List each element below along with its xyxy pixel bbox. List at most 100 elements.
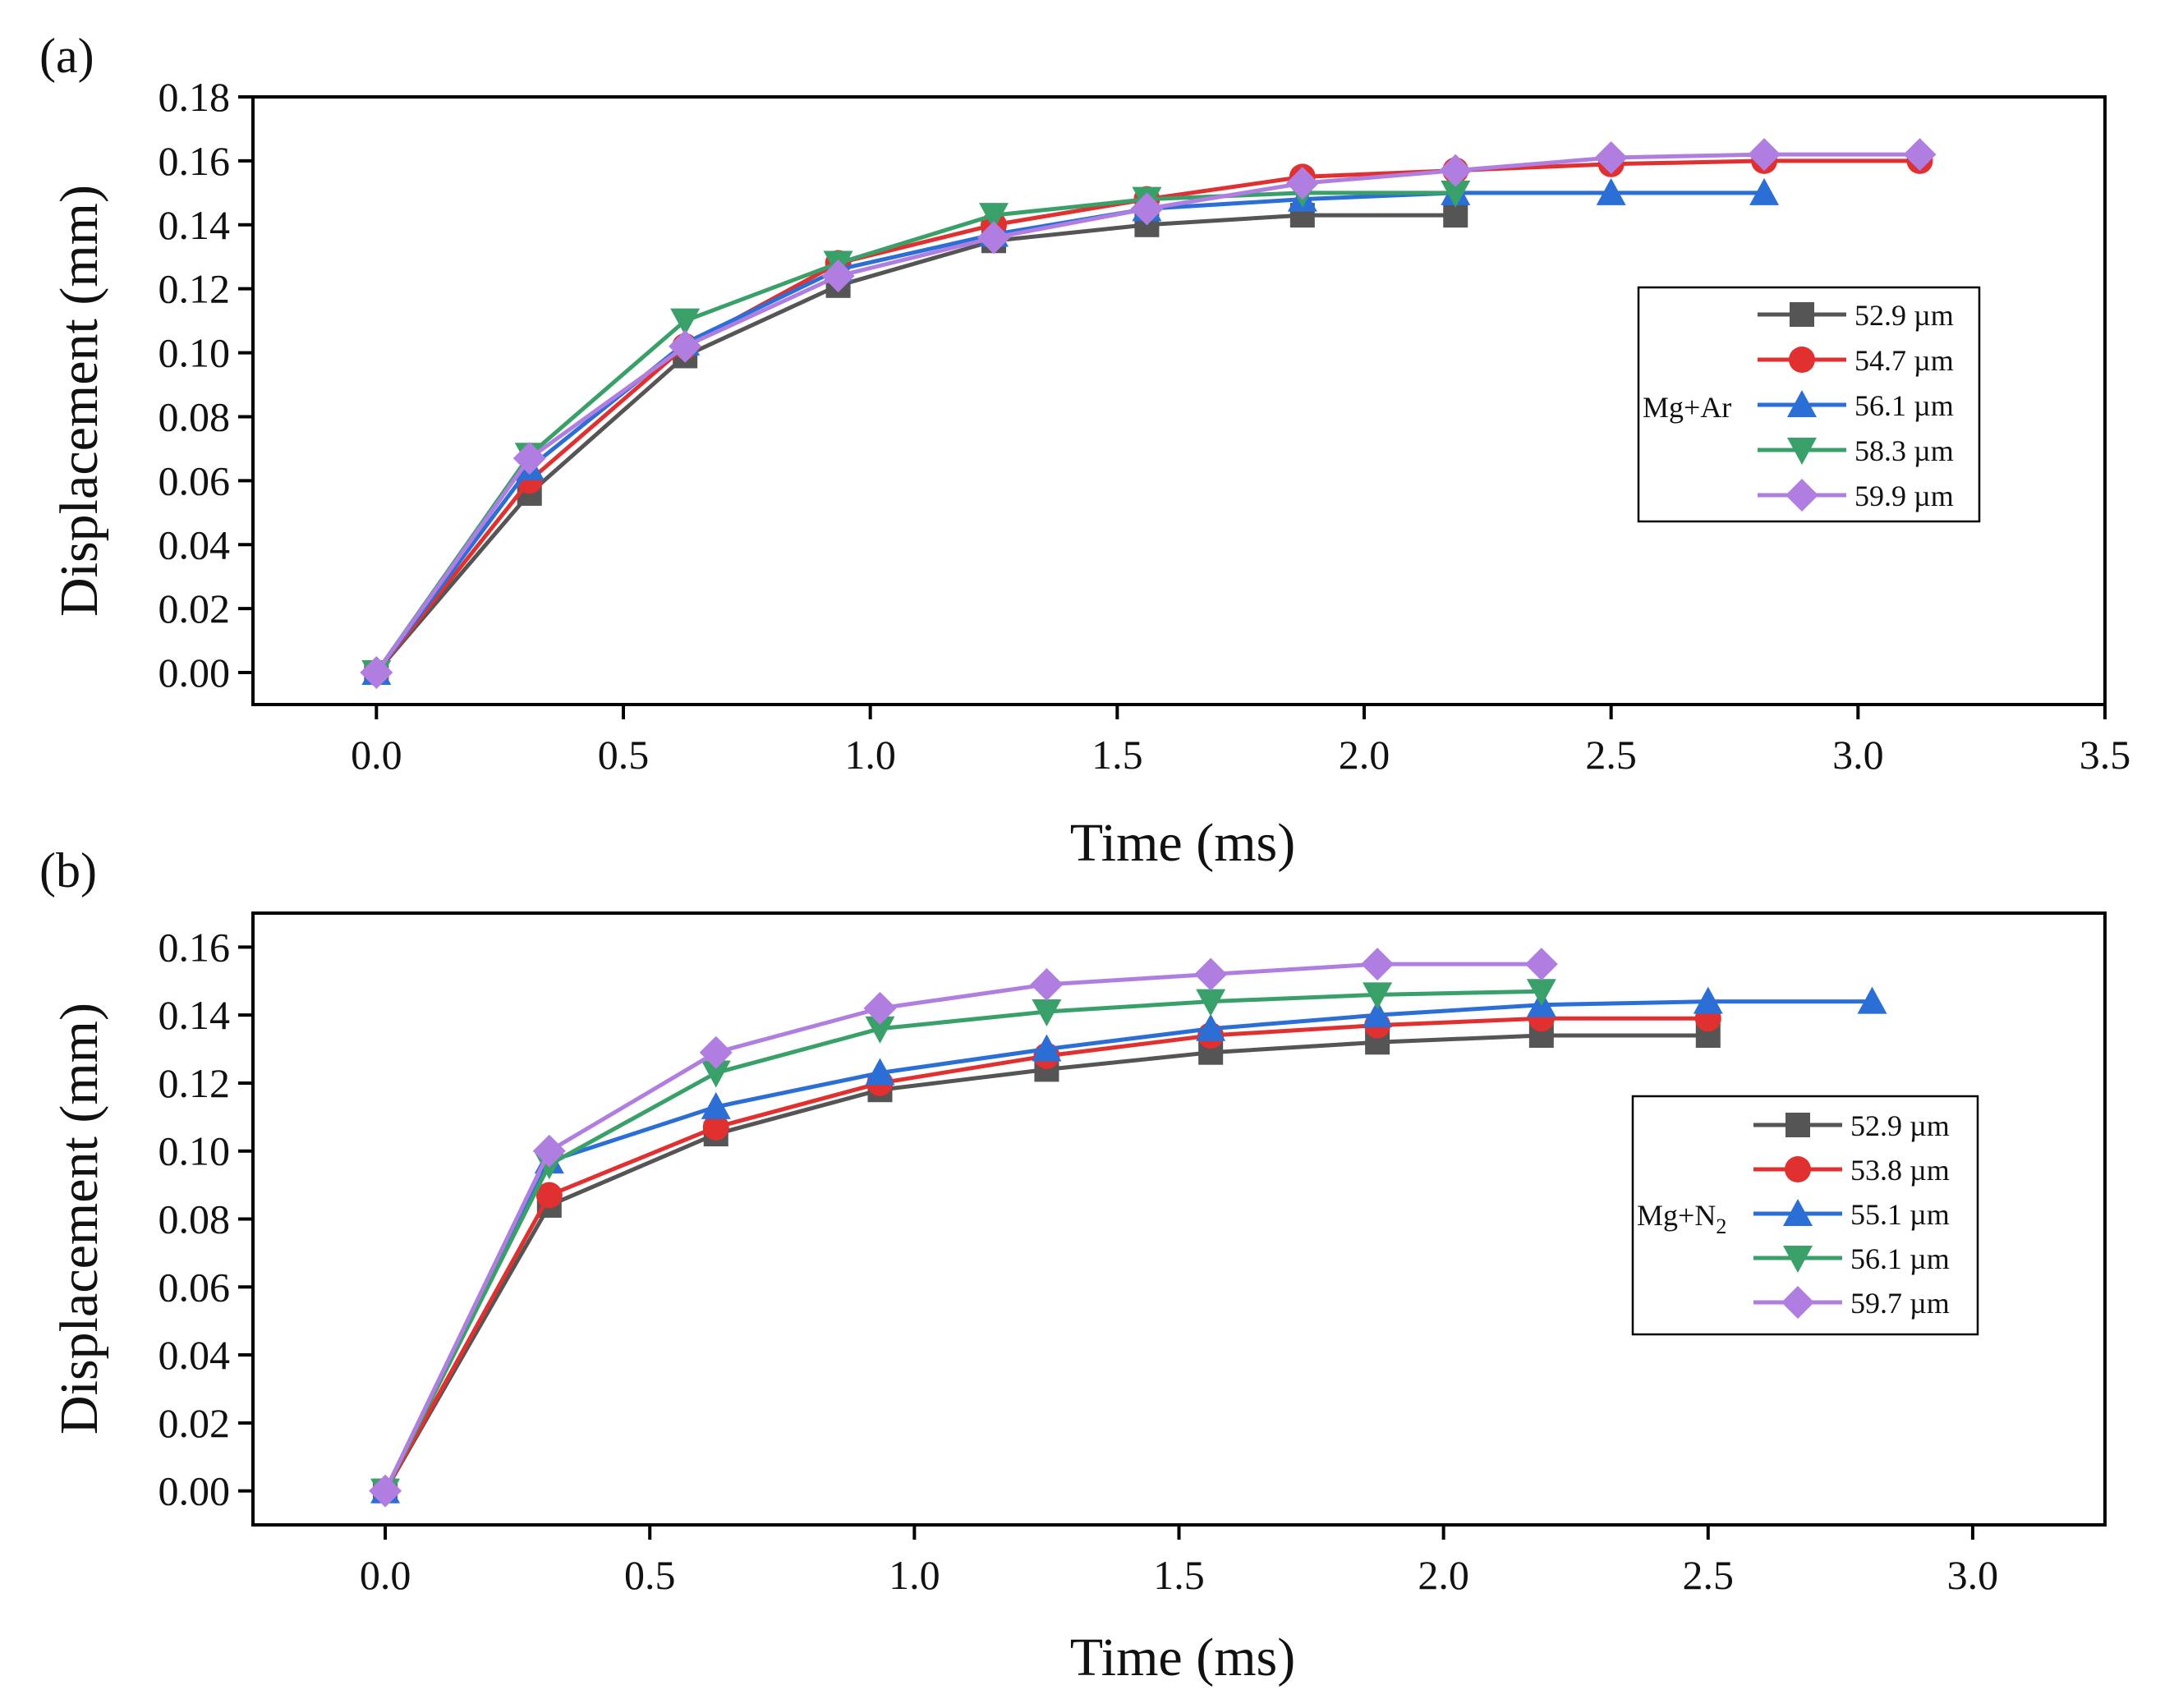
panel-a-data-point — [670, 308, 701, 336]
panel-a-x-tick-label: 2.5 — [1585, 732, 1637, 778]
panel-b-y-tick-label: 0.00 — [159, 1468, 231, 1514]
panel-b-y-tick-label: 0.02 — [159, 1400, 231, 1446]
panel-a-x-axis: 0.0 0.5 1.0 1.5 2.0 2.5 3.0 3.5 — [351, 705, 2130, 778]
panel-b-data-point — [701, 1091, 731, 1119]
panel-a-series-2 — [361, 177, 1780, 686]
panel-a-series-line — [375, 213, 1456, 674]
panel-b-legend-entry: 55.1 µm — [1753, 1198, 1950, 1231]
panel-a-data-point — [1594, 141, 1628, 174]
panel-b-legend-entry: 52.9 µm — [1753, 1109, 1950, 1142]
panel-b-label: (b) — [39, 843, 97, 898]
panel-a-series-4 — [360, 138, 1937, 690]
panel-b-legend-entry: 56.1 µm — [1753, 1242, 1950, 1275]
panel-b-data-point — [1857, 986, 1887, 1014]
panel-b-x-tick-label: 2.0 — [1418, 1552, 1469, 1598]
panel-b-legend-marker — [1785, 1156, 1811, 1182]
panel-a-legend-entries: 52.9 µm 54.7 µm 56.1 µm 58.3 µm 59.9 µm — [1758, 299, 1954, 512]
panel-b-y-tick-label: 0.06 — [159, 1264, 231, 1310]
panel-a-x-axis-title: Time (ms) — [1070, 813, 1295, 873]
panel-b-legend-label: 53.8 µm — [1850, 1154, 1950, 1187]
panel-a-data-point — [1285, 167, 1319, 200]
panel-a-data-point — [1130, 192, 1164, 226]
panel-a-y-tick-label: 0.04 — [159, 521, 231, 567]
panel-b-y-axis: 0.00 0.02 0.04 0.06 0.08 0.10 0.12 0.14 0.16 — [159, 924, 253, 1514]
panel-a-data-point — [1441, 180, 1471, 208]
panel-b-data-point — [1196, 1013, 1226, 1041]
panel-a-data-point — [979, 203, 1009, 231]
panel-b-data-point — [1524, 948, 1558, 981]
panel-b-data-point — [701, 1060, 731, 1088]
panel-a-legend-label: 58.3 µm — [1854, 434, 1954, 467]
panel-b-series-line — [383, 1033, 1708, 1492]
panel-a-data-point — [360, 656, 393, 690]
panel-a-data-point — [821, 259, 855, 293]
panel-b-data-point — [532, 1134, 566, 1168]
panel-a-legend-marker — [1790, 302, 1814, 327]
panel-a-chart: (a) 0.00 0.02 0.04 0.06 0.08 0.10 0.12 0.14 0.16… — [39, 29, 2130, 873]
panel-b-data-point — [1032, 999, 1062, 1027]
panel-b-legend-marker — [1781, 1286, 1814, 1319]
panel-a-y-tick-label: 0.00 — [159, 650, 231, 696]
panel-a-y-tick-label: 0.10 — [159, 330, 231, 376]
panel-b-data-point — [1196, 989, 1226, 1017]
panel-b-legend-prefix: Mg+N2 — [1637, 1199, 1726, 1238]
panel-a-x-tick-label: 2.0 — [1339, 732, 1390, 778]
panel-b-x-tick-label: 1.5 — [1153, 1552, 1205, 1598]
panel-b-data-point — [1030, 967, 1064, 1001]
panel-b-legend-marker — [1783, 1246, 1813, 1273]
panel-b-legend-entry: 53.8 µm — [1753, 1154, 1950, 1187]
panel-a-x-tick-label: 3.5 — [2080, 732, 2131, 778]
panel-b-data-point — [369, 1474, 402, 1508]
panel-b-data-point — [699, 1035, 733, 1069]
panel-b-legend-label: 56.1 µm — [1850, 1242, 1950, 1275]
panel-a-y-tick-label: 0.16 — [159, 138, 231, 184]
panel-b-y-tick-label: 0.10 — [159, 1128, 231, 1174]
panel-b-legend: Mg+N2 52.9 µm 53.8 µm 55.1 µm 56.1 µm 59.7 µ… — [1631, 1095, 1979, 1336]
panel-a-legend-entry: 56.1 µm — [1758, 389, 1954, 422]
panel-b-y-tick-label: 0.04 — [159, 1332, 231, 1378]
panel-b-legend-prefix-main: Mg+N — [1637, 1199, 1716, 1232]
panel-b-legend-label: 55.1 µm — [1850, 1198, 1950, 1231]
panel-b-data-point — [702, 1113, 729, 1141]
panel-a-y-tick-label: 0.02 — [159, 585, 231, 631]
panel-a-label: (a) — [39, 29, 94, 83]
panel-a-x-tick-label: 1.0 — [844, 732, 896, 778]
panel-a-legend-label: 54.7 µm — [1854, 344, 1954, 377]
panel-a-legend-marker — [1787, 390, 1817, 417]
panel-a-x-tick-label: 0.0 — [351, 732, 402, 778]
panel-a-legend-marker — [1789, 347, 1815, 373]
panel-a-y-tick-label: 0.12 — [159, 266, 231, 312]
panel-b-y-tick-label: 0.12 — [159, 1060, 231, 1106]
panel-b-x-axis: 0.0 0.5 1.0 1.5 2.0 2.5 3.0 — [360, 1525, 1998, 1598]
panel-b-data-point — [1194, 957, 1228, 991]
panel-a-y-tick-label: 0.14 — [159, 202, 231, 248]
panel-b-data-point — [1363, 1000, 1393, 1028]
panel-b-x-tick-label: 1.0 — [889, 1552, 940, 1598]
panel-b-data-point — [535, 1182, 563, 1209]
panel-a-legend-entry: 52.9 µm — [1758, 299, 1954, 332]
panel-b-legend-label: 52.9 µm — [1850, 1109, 1950, 1142]
panel-b-legend-entries: 52.9 µm 53.8 µm 55.1 µm 56.1 µm 59.7 µm — [1753, 1109, 1950, 1320]
panel-a-plot-frame — [251, 95, 2107, 706]
panel-a-y-tick-label: 0.18 — [159, 74, 231, 120]
panel-b-data-point — [865, 1058, 895, 1086]
panel-a-legend-label: 52.9 µm — [1854, 299, 1954, 332]
panel-b-legend-marker — [1785, 1113, 1810, 1137]
panel-a-legend-prefix: Mg+Ar — [1643, 391, 1731, 424]
panel-b-x-tick-label: 3.0 — [1947, 1552, 1999, 1598]
panel-a-data-point — [512, 442, 546, 475]
panel-b-series-line — [383, 1016, 1708, 1492]
panel-b-x-tick-label: 0.5 — [624, 1552, 676, 1598]
panel-a-data-point — [1903, 138, 1937, 172]
panel-b-data-point — [1032, 1034, 1062, 1062]
panel-a-series-layer — [360, 138, 1937, 690]
panel-b-series-4 — [369, 948, 1558, 1508]
panel-b-data-point — [1363, 982, 1393, 1010]
panel-a-data-point — [669, 329, 702, 363]
panel-a-x-tick-label: 1.5 — [1091, 732, 1143, 778]
panel-a-legend-entry: 58.3 µm — [1758, 434, 1954, 467]
panel-b-series-0 — [373, 1023, 1721, 1504]
panel-a-y-axis: 0.00 0.02 0.04 0.06 0.08 0.10 0.12 0.14 0.16 0.18 — [159, 74, 253, 696]
panel-b-legend-marker — [1783, 1199, 1813, 1226]
